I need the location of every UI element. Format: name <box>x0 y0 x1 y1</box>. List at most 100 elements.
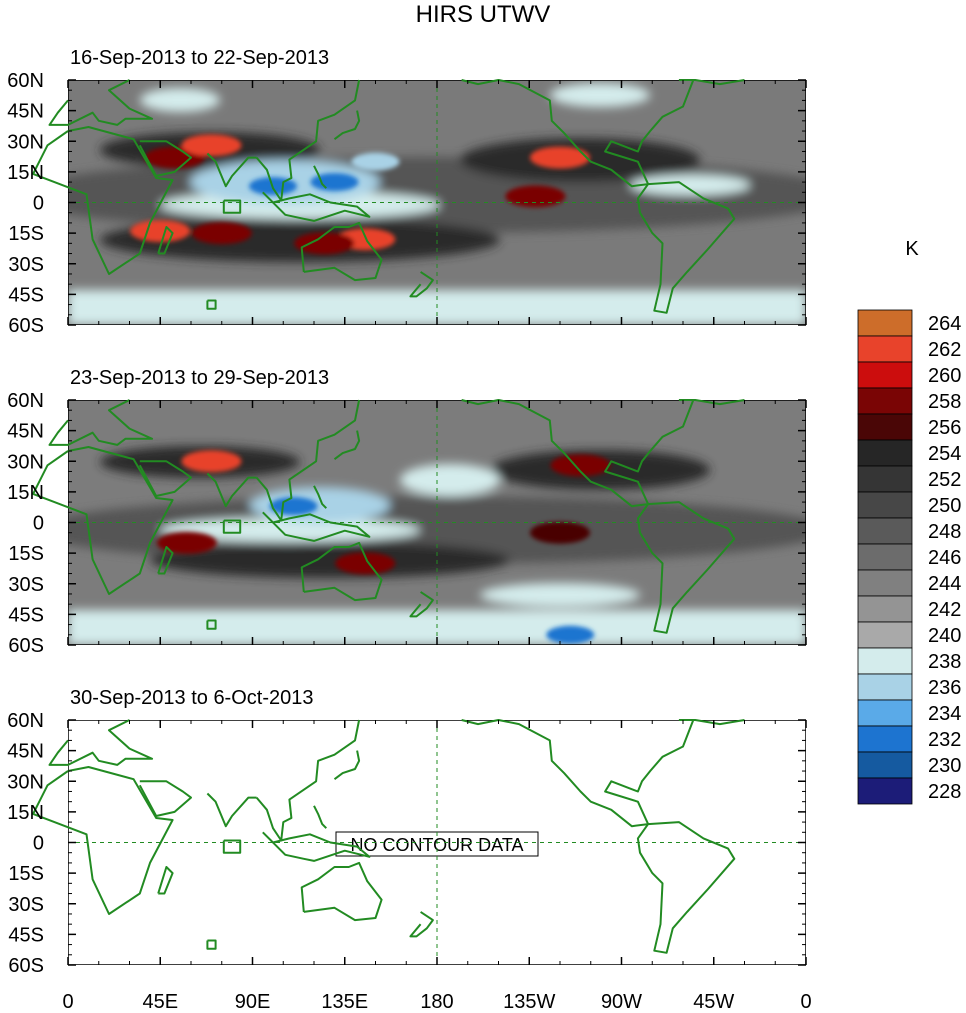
panel-1-north-light-1 <box>140 88 220 112</box>
madagascar-coast <box>157 226 174 255</box>
y-tick-label: 15S <box>8 223 44 245</box>
y-tick-label: 45N <box>7 101 44 123</box>
y-tick-label: 15S <box>8 543 44 565</box>
reference-lines <box>68 80 806 965</box>
panel-2-central-light <box>400 464 500 496</box>
y-tick-label: 15N <box>7 802 44 824</box>
asia-coast <box>255 719 361 842</box>
kerguelen-box <box>206 299 217 310</box>
north-america-coast <box>461 719 695 828</box>
y-tick-label: 45S <box>8 924 44 946</box>
colorbar-swatch <box>857 465 913 493</box>
axes: 60N 45N 30N 15N 0 15S 30S 45S 60S 60N 45N 30N 15N 0 15… <box>7 70 811 1013</box>
data-feature <box>181 450 242 473</box>
africa-coast <box>32 126 174 275</box>
y-tick-label: 30S <box>8 574 44 596</box>
y-tick-label: 60S <box>8 635 44 657</box>
panel-2-field <box>68 400 806 645</box>
x-tick-label: 45W <box>693 991 734 1013</box>
south-america-coast <box>636 181 736 314</box>
y-tick-label: 30S <box>8 894 44 916</box>
colorbar-swatch <box>857 699 913 727</box>
colorbar-swatch <box>857 647 913 675</box>
y-tick-label: 15N <box>7 162 44 184</box>
x-tick-label: 180 <box>420 991 453 1013</box>
data-feature <box>550 454 611 477</box>
panel-2: 23-Sep-2013 to 29-Sep-2013 <box>68 367 806 645</box>
colorbar-swatch <box>857 335 913 363</box>
colorbar-label: 258 <box>928 391 961 413</box>
y-tick-label: 0 <box>33 193 44 215</box>
india-coast <box>206 152 257 188</box>
colorbar-swatch <box>857 361 913 389</box>
colorbar-label: 248 <box>928 521 961 543</box>
colorbar-swatch <box>857 751 913 779</box>
data-feature <box>546 625 595 644</box>
australia-coast <box>300 861 383 922</box>
y-tick-label: 30N <box>7 771 44 793</box>
y-tick-label: 45N <box>7 741 44 763</box>
europe-coast <box>48 79 154 126</box>
y-tick-label: 45N <box>7 421 44 443</box>
y-tick-label: 30S <box>8 254 44 276</box>
data-feature <box>191 222 252 245</box>
x-tick-label: 90W <box>601 991 642 1013</box>
colorbar-units-label: K <box>905 238 919 260</box>
colorbar-swatch <box>857 439 913 467</box>
data-feature <box>156 531 217 554</box>
colorbar-label: 256 <box>928 417 961 439</box>
colorbar-label: 228 <box>928 781 961 803</box>
panel-1-tropical-belt <box>68 157 806 233</box>
y-tick-label: 30N <box>7 131 44 153</box>
panel-2-title: 23-Sep-2013 to 29-Sep-2013 <box>70 367 329 389</box>
europe-coast <box>48 719 154 766</box>
colorbar-label: 242 <box>928 599 961 621</box>
y-tick-label: 60N <box>7 710 44 732</box>
colorbar-swatch <box>857 595 913 623</box>
no-data-box: NO CONTOUR DATA <box>335 831 539 857</box>
new-zealand-coast <box>409 911 434 938</box>
philippines-coast <box>313 165 328 189</box>
y-tick-label: 30N <box>7 451 44 473</box>
asia-coast <box>255 399 361 522</box>
australia-coast <box>300 221 383 282</box>
indian-ocean-island <box>222 199 242 214</box>
colorbar-swatch <box>857 569 913 597</box>
data-feature <box>335 552 396 575</box>
colorbar-swatch <box>857 517 913 545</box>
indonesia-coast <box>262 511 371 542</box>
data-feature <box>181 134 242 157</box>
colorbar-label: 252 <box>928 469 961 491</box>
indonesia-coast <box>262 831 371 862</box>
data-feature <box>351 152 400 171</box>
philippines-coast <box>313 485 328 509</box>
colorbar-label: 244 <box>928 573 961 595</box>
x-tick-label: 90E <box>235 991 271 1013</box>
y-tick-label: 60N <box>7 70 44 92</box>
greenland-coast <box>678 719 745 726</box>
data-feature <box>530 521 590 544</box>
colorbar-label: 230 <box>928 755 961 777</box>
colorbar-swatch <box>857 491 913 519</box>
greenland-coast <box>678 399 745 406</box>
greenland-coast <box>678 79 745 86</box>
y-tick-label: 60S <box>8 315 44 337</box>
x-tick-label: 0 <box>800 991 811 1013</box>
no-data-text: NO CONTOUR DATA <box>350 835 523 855</box>
x-tick-label: 135W <box>503 991 555 1013</box>
panel-1-atlantic-light <box>630 175 750 195</box>
australia-coast <box>300 541 383 602</box>
x-tick-label: 135E <box>321 991 368 1013</box>
data-feature <box>310 173 359 192</box>
coastlines <box>32 79 745 954</box>
colorbar-label: 232 <box>928 729 961 751</box>
y-tick-label: 15N <box>7 482 44 504</box>
x-tick-label: 0 <box>62 991 73 1013</box>
africa-coast <box>32 766 174 915</box>
japan-coast <box>333 110 361 141</box>
india-coast <box>206 472 257 508</box>
colorbar-label: 260 <box>928 365 961 387</box>
japan-coast <box>333 430 361 461</box>
panel-1-title: 16-Sep-2013 to 22-Sep-2013 <box>70 47 329 69</box>
